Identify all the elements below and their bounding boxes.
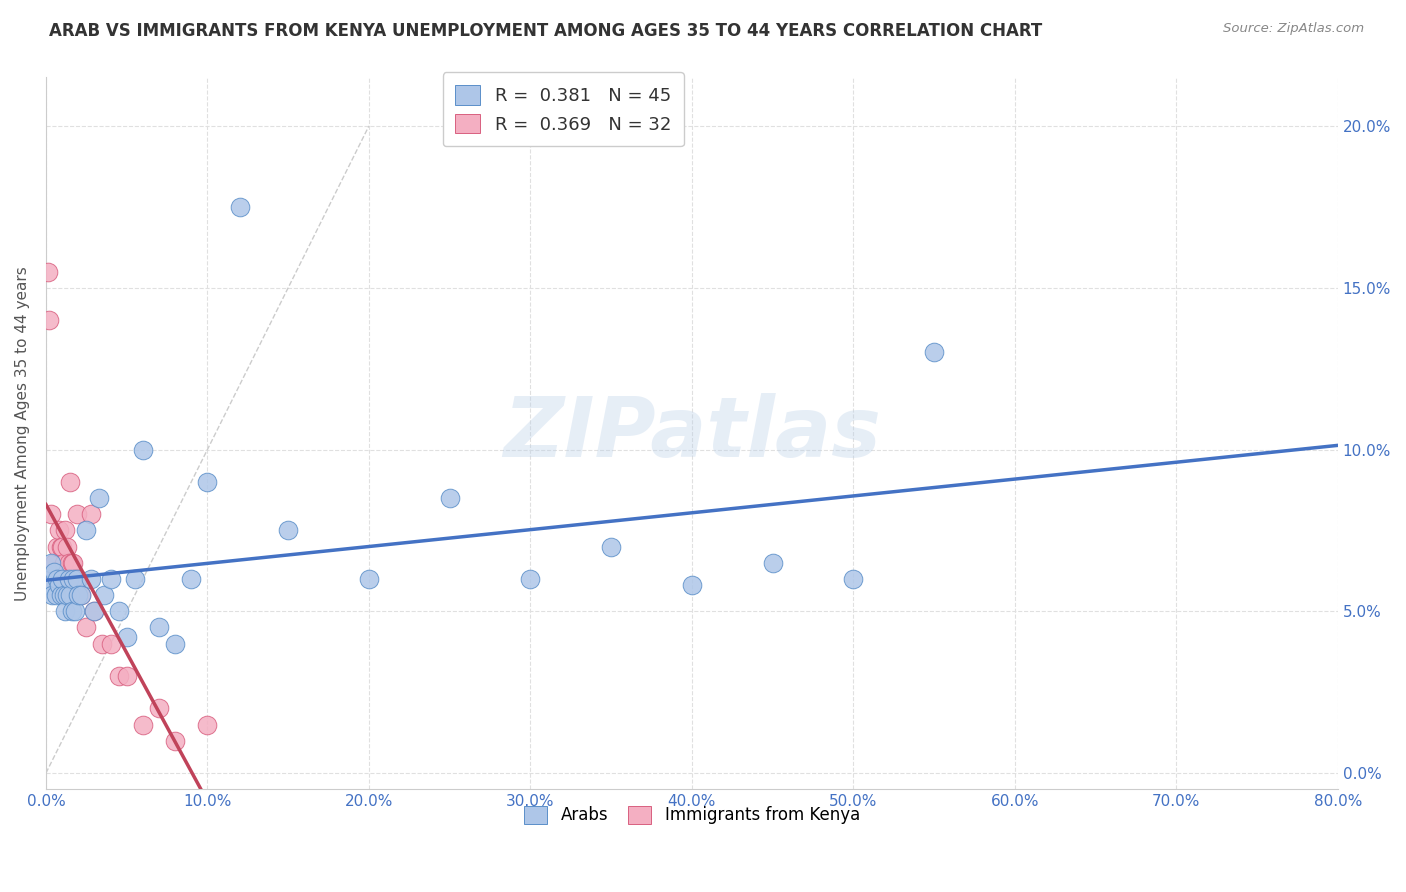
Point xyxy=(58,572,80,586)
Point xyxy=(70,588,93,602)
Point xyxy=(165,733,187,747)
Point xyxy=(124,572,146,586)
Point xyxy=(46,540,69,554)
Point xyxy=(51,540,73,554)
Y-axis label: Unemployment Among Ages 35 to 44 years: Unemployment Among Ages 35 to 44 years xyxy=(15,266,30,600)
Point xyxy=(46,572,69,586)
Point xyxy=(75,524,97,538)
Point xyxy=(66,572,89,586)
Point xyxy=(180,572,202,586)
Point xyxy=(115,630,138,644)
Point xyxy=(357,572,380,586)
Point xyxy=(66,507,89,521)
Point xyxy=(59,475,82,489)
Point xyxy=(39,556,62,570)
Point xyxy=(38,572,60,586)
Point xyxy=(115,669,138,683)
Point xyxy=(67,572,90,586)
Point xyxy=(107,604,129,618)
Point xyxy=(80,572,103,586)
Point xyxy=(100,637,122,651)
Point xyxy=(58,556,80,570)
Point xyxy=(63,604,86,618)
Point xyxy=(59,588,82,602)
Point xyxy=(42,566,65,580)
Point xyxy=(56,540,79,554)
Point xyxy=(37,264,59,278)
Point xyxy=(42,556,65,570)
Point xyxy=(62,556,84,570)
Point xyxy=(52,588,75,602)
Point xyxy=(100,572,122,586)
Point xyxy=(67,588,90,602)
Point xyxy=(83,604,105,618)
Text: ZIPatlas: ZIPatlas xyxy=(503,392,880,474)
Point xyxy=(38,313,60,327)
Point xyxy=(197,717,219,731)
Point xyxy=(439,491,461,505)
Point xyxy=(148,620,170,634)
Point xyxy=(49,588,72,602)
Point xyxy=(93,588,115,602)
Point xyxy=(70,588,93,602)
Point xyxy=(45,588,67,602)
Point xyxy=(148,701,170,715)
Point xyxy=(62,572,84,586)
Point xyxy=(52,556,75,570)
Point xyxy=(45,572,67,586)
Point xyxy=(681,578,703,592)
Point xyxy=(53,524,76,538)
Point xyxy=(91,637,114,651)
Point xyxy=(49,540,72,554)
Point xyxy=(197,475,219,489)
Point xyxy=(75,620,97,634)
Point xyxy=(842,572,865,586)
Legend: Arabs, Immigrants from Kenya: Arabs, Immigrants from Kenya xyxy=(513,796,870,834)
Point xyxy=(229,200,252,214)
Point xyxy=(80,507,103,521)
Point xyxy=(519,572,541,586)
Point xyxy=(922,345,945,359)
Point xyxy=(37,572,59,586)
Point xyxy=(107,669,129,683)
Point xyxy=(39,507,62,521)
Point xyxy=(37,572,59,586)
Point xyxy=(41,588,63,602)
Point xyxy=(53,604,76,618)
Point xyxy=(56,588,79,602)
Point xyxy=(277,524,299,538)
Point xyxy=(38,578,60,592)
Point xyxy=(132,442,155,457)
Point xyxy=(48,578,70,592)
Point xyxy=(600,540,623,554)
Point xyxy=(762,556,785,570)
Point xyxy=(60,604,83,618)
Point xyxy=(83,604,105,618)
Point xyxy=(89,491,111,505)
Point xyxy=(60,556,83,570)
Point xyxy=(132,717,155,731)
Point xyxy=(41,572,63,586)
Text: ARAB VS IMMIGRANTS FROM KENYA UNEMPLOYMENT AMONG AGES 35 TO 44 YEARS CORRELATION: ARAB VS IMMIGRANTS FROM KENYA UNEMPLOYME… xyxy=(49,22,1042,40)
Point xyxy=(48,524,70,538)
Text: Source: ZipAtlas.com: Source: ZipAtlas.com xyxy=(1223,22,1364,36)
Point xyxy=(165,637,187,651)
Point xyxy=(63,572,86,586)
Point xyxy=(51,572,73,586)
